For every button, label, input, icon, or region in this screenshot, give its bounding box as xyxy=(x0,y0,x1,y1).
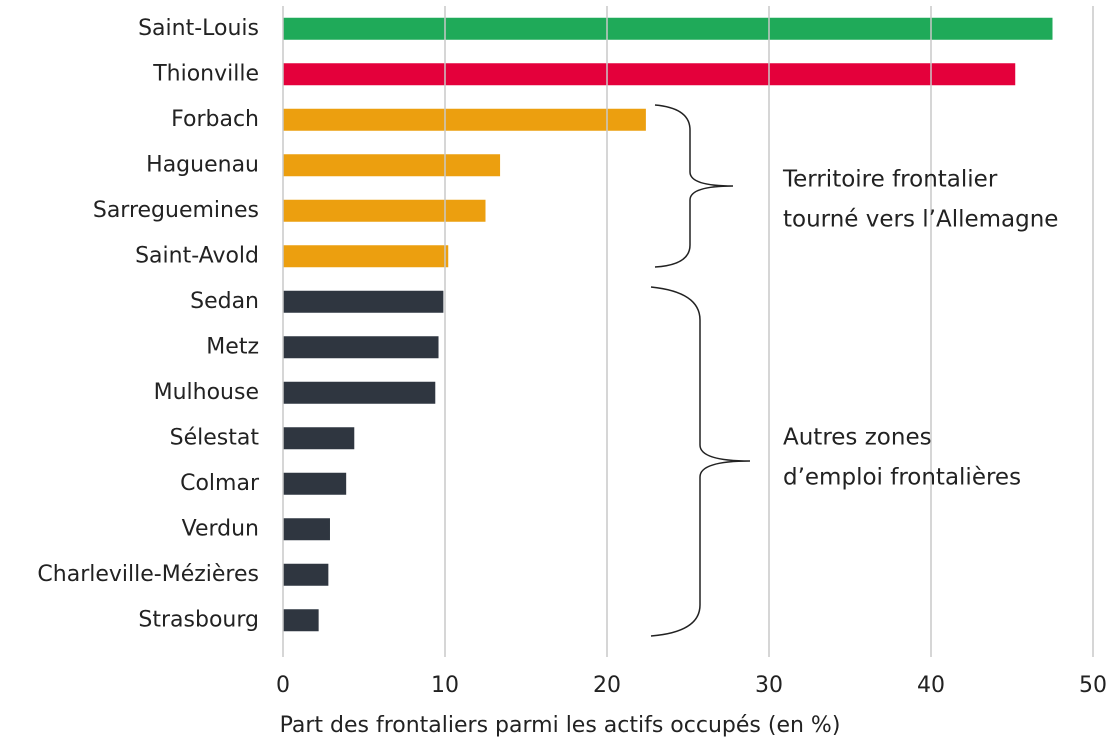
x-tick-label: 0 xyxy=(276,673,290,698)
y-tick-label: Saint-Louis xyxy=(138,16,259,41)
bar xyxy=(283,518,330,541)
y-tick-label: Sedan xyxy=(190,289,259,314)
y-tick-label: Verdun xyxy=(182,516,259,541)
x-tick-label: 40 xyxy=(917,673,945,698)
annotation: d’emploi frontalières xyxy=(783,465,1021,491)
y-tick-label: Forbach xyxy=(171,107,259,132)
bar xyxy=(283,427,355,450)
y-tick-label: Haguenau xyxy=(146,152,259,177)
y-tick-label: Strasbourg xyxy=(138,607,259,632)
y-tick-label: Saint-Avold xyxy=(135,243,259,268)
bar xyxy=(283,199,486,222)
y-tick-label: Colmar xyxy=(180,471,260,496)
annotation: Territoire frontalier xyxy=(782,167,998,193)
annotation: Autres zones xyxy=(783,425,932,451)
x-tick-label: 30 xyxy=(755,673,783,698)
x-axis-label: Part des frontaliers parmi les actifs oc… xyxy=(280,713,841,738)
bar xyxy=(283,63,1016,86)
bar xyxy=(283,108,646,131)
bar xyxy=(283,609,319,632)
bar xyxy=(283,154,501,177)
bracket xyxy=(650,286,751,637)
y-tick-label: Sélestat xyxy=(170,425,260,450)
bar xyxy=(283,381,436,404)
bar xyxy=(283,290,444,313)
y-tick-label: Charleville-Mézières xyxy=(37,562,259,587)
x-tick-label: 10 xyxy=(431,673,459,698)
x-tick-label: 50 xyxy=(1079,673,1107,698)
bar xyxy=(283,245,449,268)
bar xyxy=(283,336,439,359)
x-tick-label: 20 xyxy=(593,673,621,698)
bar xyxy=(283,17,1053,40)
bracket xyxy=(654,104,734,268)
bar xyxy=(283,472,347,495)
y-tick-label: Thionville xyxy=(152,61,259,86)
bar xyxy=(283,563,329,586)
annotation: tourné vers l’Allemagne xyxy=(783,207,1058,233)
y-tick-label: Sarreguemines xyxy=(93,198,259,223)
y-tick-label: Mulhouse xyxy=(154,380,259,405)
y-tick-label: Metz xyxy=(206,334,259,359)
